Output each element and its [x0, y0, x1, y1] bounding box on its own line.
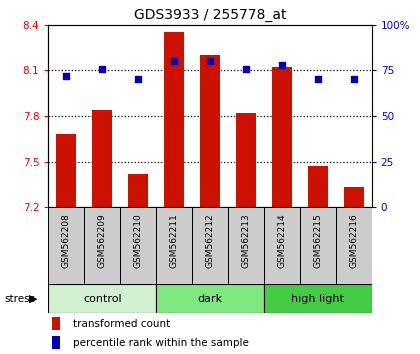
Bar — [344, 187, 364, 207]
Point — [350, 77, 357, 82]
Point — [63, 73, 70, 79]
Text: GSM562213: GSM562213 — [241, 213, 250, 268]
Text: GSM562212: GSM562212 — [205, 213, 215, 268]
Text: GSM562209: GSM562209 — [98, 213, 107, 268]
Point — [243, 66, 249, 72]
Point — [207, 58, 213, 64]
Bar — [228, 207, 264, 284]
Bar — [264, 207, 300, 284]
Bar — [272, 67, 292, 207]
Bar — [48, 284, 156, 313]
Bar — [156, 284, 264, 313]
Text: GSM562215: GSM562215 — [313, 213, 322, 268]
Bar — [336, 207, 372, 284]
Bar — [200, 55, 220, 207]
Bar — [84, 207, 120, 284]
Text: stress: stress — [4, 294, 35, 304]
Bar — [128, 174, 148, 207]
Bar — [308, 166, 328, 207]
Text: GSM562214: GSM562214 — [277, 213, 286, 268]
Bar — [56, 134, 76, 207]
Text: transformed count: transformed count — [73, 319, 170, 329]
Point — [99, 66, 105, 72]
Bar — [52, 318, 60, 330]
Text: GSM562211: GSM562211 — [170, 213, 178, 268]
Bar — [192, 207, 228, 284]
Text: percentile rank within the sample: percentile rank within the sample — [73, 338, 249, 348]
Point — [278, 62, 285, 68]
Bar — [236, 113, 256, 207]
Bar — [92, 110, 112, 207]
Point — [135, 77, 142, 82]
Bar — [164, 32, 184, 207]
Bar — [264, 284, 372, 313]
Point — [171, 58, 177, 64]
Text: GSM562210: GSM562210 — [134, 213, 143, 268]
Text: dark: dark — [197, 294, 223, 304]
Text: GSM562216: GSM562216 — [349, 213, 358, 268]
Text: ▶: ▶ — [29, 294, 37, 304]
Bar — [156, 207, 192, 284]
Text: GSM562208: GSM562208 — [62, 213, 71, 268]
Bar — [300, 207, 336, 284]
Text: control: control — [83, 294, 121, 304]
Point — [315, 77, 321, 82]
Bar — [52, 336, 60, 349]
Bar — [48, 207, 84, 284]
Text: high light: high light — [291, 294, 344, 304]
Bar — [120, 207, 156, 284]
Title: GDS3933 / 255778_at: GDS3933 / 255778_at — [134, 8, 286, 22]
